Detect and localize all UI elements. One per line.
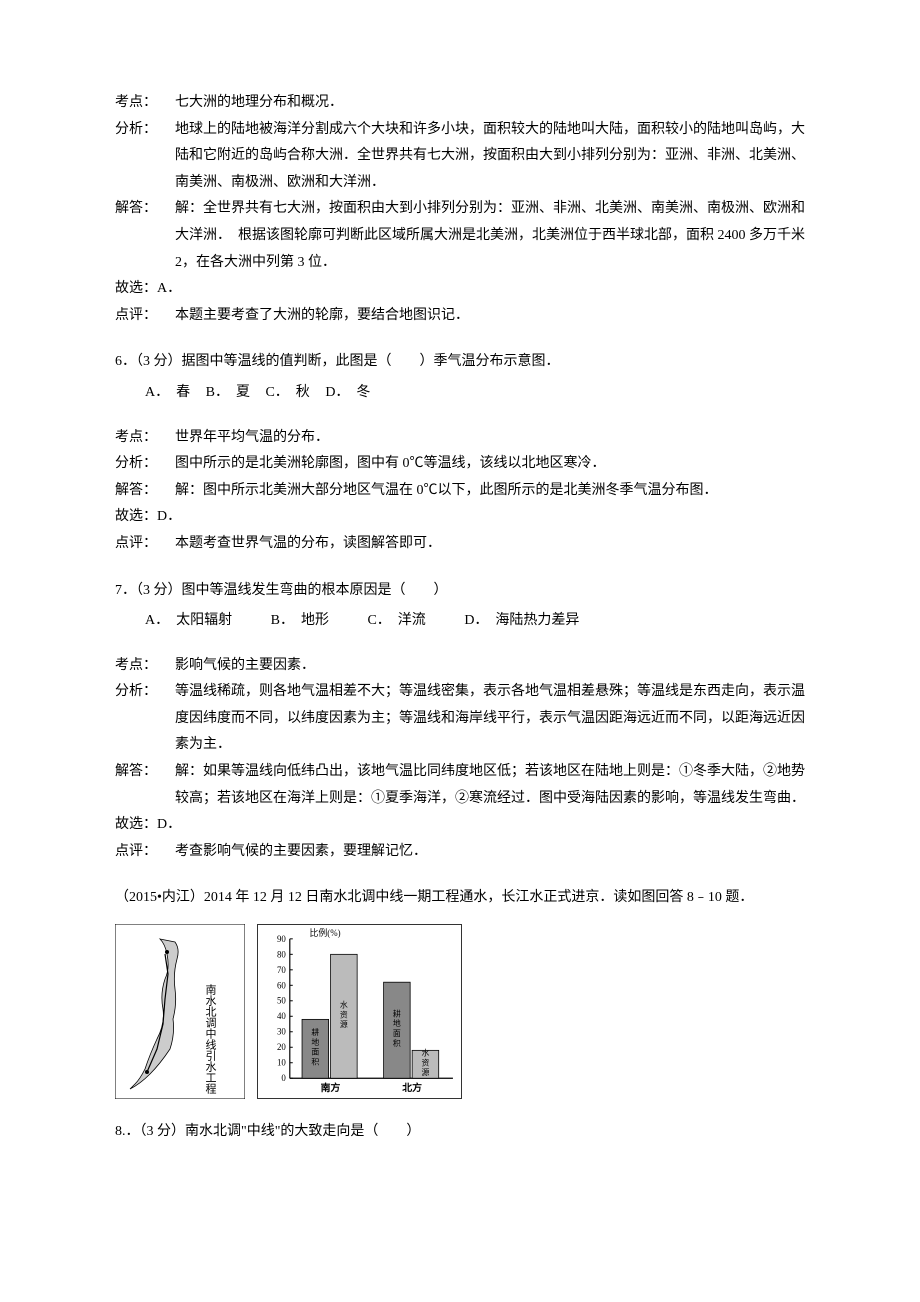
comment-label: 点评：	[115, 839, 175, 866]
svg-text:40: 40	[277, 1011, 286, 1021]
analysis-label: 分析：	[115, 451, 175, 478]
map-figure: 南水北调中线引水工程	[115, 924, 245, 1099]
q5-answer-text: 解：全世界共有七大洲，按面积由大到小排列分别为：亚洲、非洲、北美洲、南美洲、南极…	[175, 196, 805, 276]
q6-analysis-text: 图中所示的是北美洲轮廓图，图中有 0℃等温线，该线以北地区寒冷．	[175, 451, 805, 478]
q7-options: A． 太阳辐射 B． 地形 C． 洋流 D． 海陆热力差异	[115, 608, 805, 635]
q7-conclusion: 故选：D．	[115, 812, 805, 839]
passage-text: （2015•内江）2014 年 12 月 12 日南水北调中线一期工程通水，长江…	[115, 885, 805, 912]
svg-text:北方: 北方	[402, 1081, 422, 1094]
q7-comment-text: 考查影响气候的主要因素，要理解记忆．	[175, 839, 805, 866]
analysis-label: 分析：	[115, 117, 175, 197]
svg-text:比例(%): 比例(%)	[310, 927, 341, 938]
svg-text:水: 水	[340, 999, 348, 1009]
answer-label: 解答：	[115, 478, 175, 505]
svg-text:0: 0	[281, 1073, 286, 1083]
q7-solution-block: 考点： 影响气候的主要因素． 分析： 等温线稀疏，则各地气温相差不大；等温线密集…	[115, 653, 805, 866]
topic-label: 考点：	[115, 653, 175, 680]
q7-option-a: A． 太阳辐射	[145, 613, 232, 628]
topic-label: 考点：	[115, 425, 175, 452]
q7-analysis-text: 等温线稀疏，则各地气温相差不大；等温线密集，表示各地气温相差悬殊；等温线是东西走…	[175, 679, 805, 759]
q8-stem: 8.．（3 分）南水北调"中线"的大致走向是（ ）	[115, 1119, 805, 1146]
svg-text:地: 地	[311, 1037, 319, 1047]
comment-label: 点评：	[115, 303, 175, 330]
q7-option-b: B． 地形	[271, 613, 329, 628]
bar-chart: 比例(%)0102030405060708090耕地面积水资源南方耕地面积水资源…	[257, 924, 462, 1099]
q5-answer-row: 解答： 解：全世界共有七大洲，按面积由大到小排列分别为：亚洲、非洲、北美洲、南美…	[115, 196, 805, 276]
q7-topic-row: 考点： 影响气候的主要因素．	[115, 653, 805, 680]
chart-svg: 比例(%)0102030405060708090耕地面积水资源南方耕地面积水资源…	[258, 925, 461, 1098]
svg-text:南方: 南方	[321, 1081, 341, 1094]
q6-topic-row: 考点： 世界年平均气温的分布．	[115, 425, 805, 452]
q6-option-d: D． 冬	[325, 385, 370, 400]
topic-label: 考点：	[115, 90, 175, 117]
q6-conclusion: 故选：D．	[115, 504, 805, 531]
svg-text:20: 20	[277, 1042, 286, 1052]
q6-option-b: B． 夏	[206, 385, 250, 400]
analysis-label: 分析：	[115, 679, 175, 759]
q7-analysis-row: 分析： 等温线稀疏，则各地气温相差不大；等温线密集，表示各地气温相差悬殊；等温线…	[115, 679, 805, 759]
svg-text:耕: 耕	[311, 1027, 319, 1037]
svg-text:源: 源	[340, 1020, 348, 1029]
svg-text:资: 资	[340, 1009, 348, 1019]
q5-analysis-text: 地球上的陆地被海洋分割成六个大块和许多小块，面积较大的陆地叫大陆，面积较小的陆地…	[175, 117, 805, 197]
q6-option-a: A． 春	[145, 385, 190, 400]
q6-option-c: C． 秋	[265, 385, 309, 400]
q6-analysis-row: 分析： 图中所示的是北美洲轮廓图，图中有 0℃等温线，该线以北地区寒冷．	[115, 451, 805, 478]
q7-option-d: D． 海陆热力差异	[464, 613, 579, 628]
q6-solution-block: 考点： 世界年平均气温的分布． 分析： 图中所示的是北美洲轮廓图，图中有 0℃等…	[115, 425, 805, 558]
svg-text:积: 积	[311, 1057, 319, 1067]
q5-topic-text: 七大洲的地理分布和概况．	[175, 90, 805, 117]
answer-label: 解答：	[115, 759, 175, 812]
svg-text:资: 资	[421, 1057, 429, 1067]
answer-label: 解答：	[115, 196, 175, 276]
q5-analysis-row: 分析： 地球上的陆地被海洋分割成六个大块和许多小块，面积较大的陆地叫大陆，面积较…	[115, 117, 805, 197]
q6-topic-text: 世界年平均气温的分布．	[175, 425, 805, 452]
q6-answer-text: 解：图中所示北美洲大部分地区气温在 0℃以下，此图所示的是北美洲冬季气温分布图．	[175, 478, 805, 505]
svg-text:90: 90	[277, 934, 286, 944]
comment-label: 点评：	[115, 531, 175, 558]
map-caption: 南水北调中线引水工程	[204, 984, 217, 1095]
figure-row: 南水北调中线引水工程 比例(%)0102030405060708090耕地面积水…	[115, 924, 805, 1099]
q7-topic-text: 影响气候的主要因素．	[175, 653, 805, 680]
q6-options: A． 春 B． 夏 C． 秋 D． 冬	[115, 380, 805, 407]
q5-comment-text: 本题主要考查了大洲的轮廓，要结合地图识记．	[175, 303, 805, 330]
svg-text:60: 60	[277, 980, 286, 990]
q7-stem: 7．（3 分）图中等温线发生弯曲的根本原因是（ ）	[115, 578, 805, 605]
q6-answer-row: 解答： 解：图中所示北美洲大部分地区气温在 0℃以下，此图所示的是北美洲冬季气温…	[115, 478, 805, 505]
q5-solution-block: 考点： 七大洲的地理分布和概况． 分析： 地球上的陆地被海洋分割成六个大块和许多…	[115, 90, 805, 329]
svg-text:积: 积	[393, 1038, 401, 1048]
svg-text:80: 80	[277, 949, 286, 959]
q7-answer-row: 解答： 解：如果等温线向低纬凸出，该地气温比同纬度地区低；若该地区在陆地上则是：…	[115, 759, 805, 812]
q6-comment-row: 点评： 本题考查世界气温的分布，读图解答即可．	[115, 531, 805, 558]
q5-comment-row: 点评： 本题主要考查了大洲的轮廓，要结合地图识记．	[115, 303, 805, 330]
q7-comment-row: 点评： 考查影响气候的主要因素，要理解记忆．	[115, 839, 805, 866]
q7-option-c: C． 洋流	[367, 613, 425, 628]
svg-text:10: 10	[277, 1058, 286, 1068]
svg-text:50: 50	[277, 996, 286, 1006]
svg-text:面: 面	[393, 1029, 401, 1038]
q6-stem: 6．（3 分）据图中等温线的值判断，此图是（ ）季气温分布示意图．	[115, 349, 805, 376]
q5-conclusion: 故选：A．	[115, 276, 805, 303]
svg-text:水: 水	[421, 1047, 429, 1057]
svg-text:源: 源	[421, 1068, 429, 1077]
q6-comment-text: 本题考查世界气温的分布，读图解答即可．	[175, 531, 805, 558]
q7-answer-text: 解：如果等温线向低纬凸出，该地气温比同纬度地区低；若该地区在陆地上则是：①冬季大…	[175, 759, 805, 812]
svg-text:地: 地	[393, 1018, 401, 1028]
svg-text:面: 面	[311, 1048, 319, 1057]
svg-text:耕: 耕	[393, 1008, 401, 1018]
svg-text:30: 30	[277, 1027, 286, 1037]
q5-topic-row: 考点： 七大洲的地理分布和概况．	[115, 90, 805, 117]
svg-text:70: 70	[277, 965, 286, 975]
map-svg: 南水北调中线引水工程	[115, 924, 245, 1099]
